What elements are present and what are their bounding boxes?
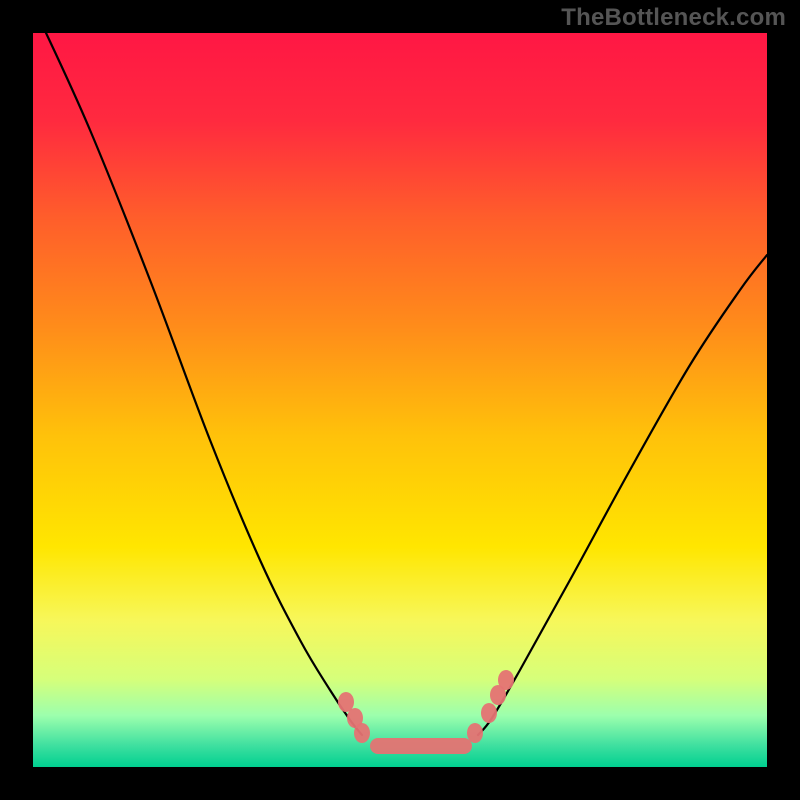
marker-point xyxy=(467,723,483,743)
optimum-range-marker xyxy=(370,738,472,754)
marker-point xyxy=(354,723,370,743)
bottleneck-chart-svg xyxy=(0,0,800,800)
chart-canvas: TheBottleneck.com xyxy=(0,0,800,800)
gradient-background xyxy=(33,33,767,767)
marker-point xyxy=(481,703,497,723)
watermark-text: TheBottleneck.com xyxy=(561,4,786,32)
marker-point xyxy=(498,670,514,690)
